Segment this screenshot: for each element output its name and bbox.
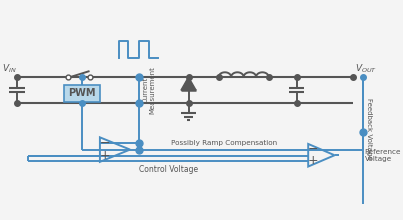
Text: Possibly Ramp Compensation: Possibly Ramp Compensation [171, 140, 277, 146]
Text: Current
Measurement: Current Measurement [142, 66, 155, 114]
Text: Control Voltage: Control Voltage [139, 165, 198, 174]
Text: PWM: PWM [68, 88, 96, 98]
Text: Reference
Voltage: Reference Voltage [365, 149, 401, 162]
Text: +: + [99, 149, 110, 162]
FancyBboxPatch shape [64, 84, 100, 101]
Text: −: − [100, 137, 110, 150]
Text: $V_{OUT}$: $V_{OUT}$ [355, 63, 377, 75]
Text: $V_{IN}$: $V_{IN}$ [2, 63, 17, 75]
Text: Feedback Voltage: Feedback Voltage [366, 98, 372, 160]
Text: +: + [307, 154, 318, 167]
Text: −: − [307, 143, 318, 156]
Polygon shape [181, 77, 196, 90]
